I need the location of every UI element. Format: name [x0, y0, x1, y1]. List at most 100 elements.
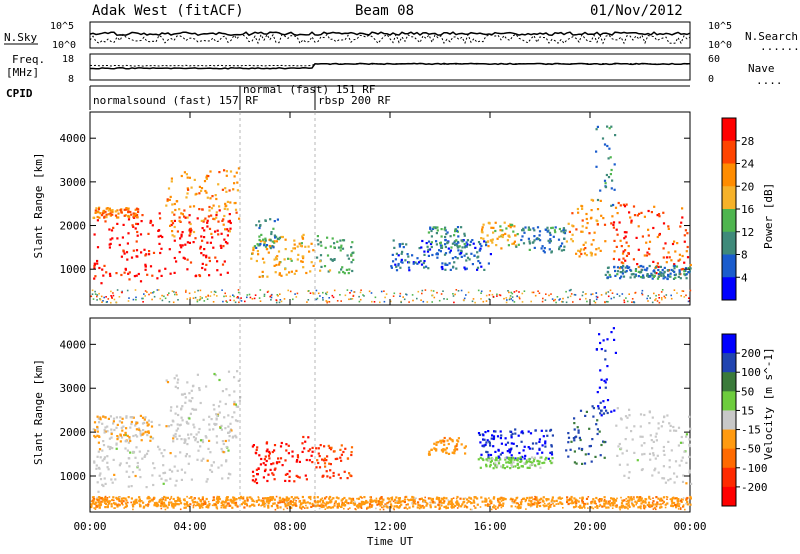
velocity-cell — [267, 499, 270, 503]
velocity-cell — [484, 431, 487, 434]
velocity-cell — [325, 459, 328, 462]
velocity-band-cell — [661, 499, 664, 502]
velocity-cell — [97, 504, 100, 507]
power-cell — [173, 235, 176, 238]
velocity-band-cell — [511, 501, 514, 504]
power-band-cell — [681, 290, 684, 292]
velocity-cell — [373, 499, 376, 502]
velocity-cell — [602, 400, 605, 403]
power-band-cell — [518, 297, 521, 300]
velocity-cell — [244, 502, 247, 506]
power-cell — [204, 268, 207, 271]
velocity-cell — [511, 456, 515, 459]
velocity-cell — [389, 503, 393, 506]
velocity-cell — [412, 502, 415, 505]
power-cell — [208, 274, 211, 277]
power-cell — [622, 269, 625, 272]
power-cell — [327, 270, 330, 273]
power-cell — [672, 277, 676, 280]
power-cell — [637, 275, 640, 278]
power-ytick-label: 4000 — [60, 132, 87, 145]
power-cell — [589, 251, 592, 254]
velocity-band-cell — [679, 508, 682, 510]
velocity-cell — [95, 464, 98, 467]
velocity-band-cell — [300, 503, 303, 506]
velocity-cell — [510, 442, 513, 445]
velocity-cell — [99, 456, 102, 459]
velocity-cell — [311, 502, 314, 505]
velocity-band-cell — [304, 502, 307, 504]
power-colorbar-title: Power [dB] — [762, 183, 775, 249]
velocity-band-cell — [519, 507, 522, 509]
velocity-cell — [494, 459, 497, 462]
velocity-band-cell — [378, 502, 380, 504]
power-band-cell — [344, 294, 347, 297]
velocity-cell — [657, 497, 660, 500]
power-band-cell — [295, 296, 298, 298]
power-cell — [621, 271, 624, 274]
velocity-cell — [289, 500, 292, 503]
velocity-cell — [204, 435, 207, 438]
power-cell — [149, 265, 153, 268]
velocity-cell — [582, 505, 586, 508]
power-cell — [204, 217, 207, 220]
velocity-cell — [632, 505, 635, 508]
velocity-band-cell — [452, 497, 455, 499]
velocity-band-cell — [186, 495, 188, 498]
power-cell — [655, 266, 658, 269]
power-cell — [115, 216, 119, 219]
velocity-cell — [269, 496, 272, 499]
velocity-cell — [100, 497, 103, 500]
velocity-cell — [627, 499, 630, 502]
velocity-cell — [583, 502, 586, 506]
velocity-cell — [160, 501, 164, 504]
power-cell — [652, 270, 655, 273]
power-cell — [500, 247, 503, 250]
power-cell — [205, 263, 208, 266]
velocity-cell — [91, 496, 95, 499]
power-band-cell — [236, 296, 238, 299]
power-cell — [657, 213, 661, 216]
velocity-cell — [219, 400, 222, 403]
power-ytick-label: 2000 — [60, 220, 87, 233]
velocity-cell — [557, 502, 560, 505]
velocity-cell — [291, 450, 294, 453]
nsky-series — [89, 31, 691, 37]
power-band-cell — [676, 292, 678, 294]
power-cell — [223, 169, 226, 172]
velocity-band-cell — [682, 499, 684, 501]
power-cell — [512, 230, 515, 233]
power-band-cell — [673, 289, 676, 291]
power-cell — [293, 239, 296, 242]
power-cell — [425, 265, 428, 268]
velocity-cell — [97, 450, 100, 453]
power-cell — [350, 246, 353, 249]
power-band-cell — [551, 298, 554, 300]
power-cell — [514, 234, 517, 237]
velocity-cell — [251, 503, 254, 506]
velocity-cell — [199, 445, 202, 448]
power-cell — [435, 243, 438, 246]
velocity-cell — [639, 499, 642, 502]
velocity-band-cell — [253, 500, 255, 503]
velocity-cell — [112, 420, 115, 423]
power-band-cell — [503, 297, 505, 300]
velocity-cell — [248, 505, 251, 508]
power-cell — [109, 274, 112, 277]
power-cell — [159, 234, 162, 237]
power-cell — [470, 252, 473, 255]
velocity-cell — [231, 501, 234, 504]
power-cell — [346, 254, 349, 257]
velocity-cell — [216, 500, 220, 503]
velocity-band-cell — [639, 496, 641, 498]
power-cell — [663, 270, 666, 273]
power-band-cell — [611, 292, 614, 294]
power-cell — [264, 245, 268, 248]
power-cell — [624, 235, 627, 238]
power-cell — [316, 239, 319, 242]
power-cell — [180, 212, 183, 215]
velocity-cell — [284, 505, 287, 508]
power-cell — [122, 223, 125, 226]
velocity-cell — [274, 467, 277, 470]
power-band-cell — [192, 297, 195, 299]
